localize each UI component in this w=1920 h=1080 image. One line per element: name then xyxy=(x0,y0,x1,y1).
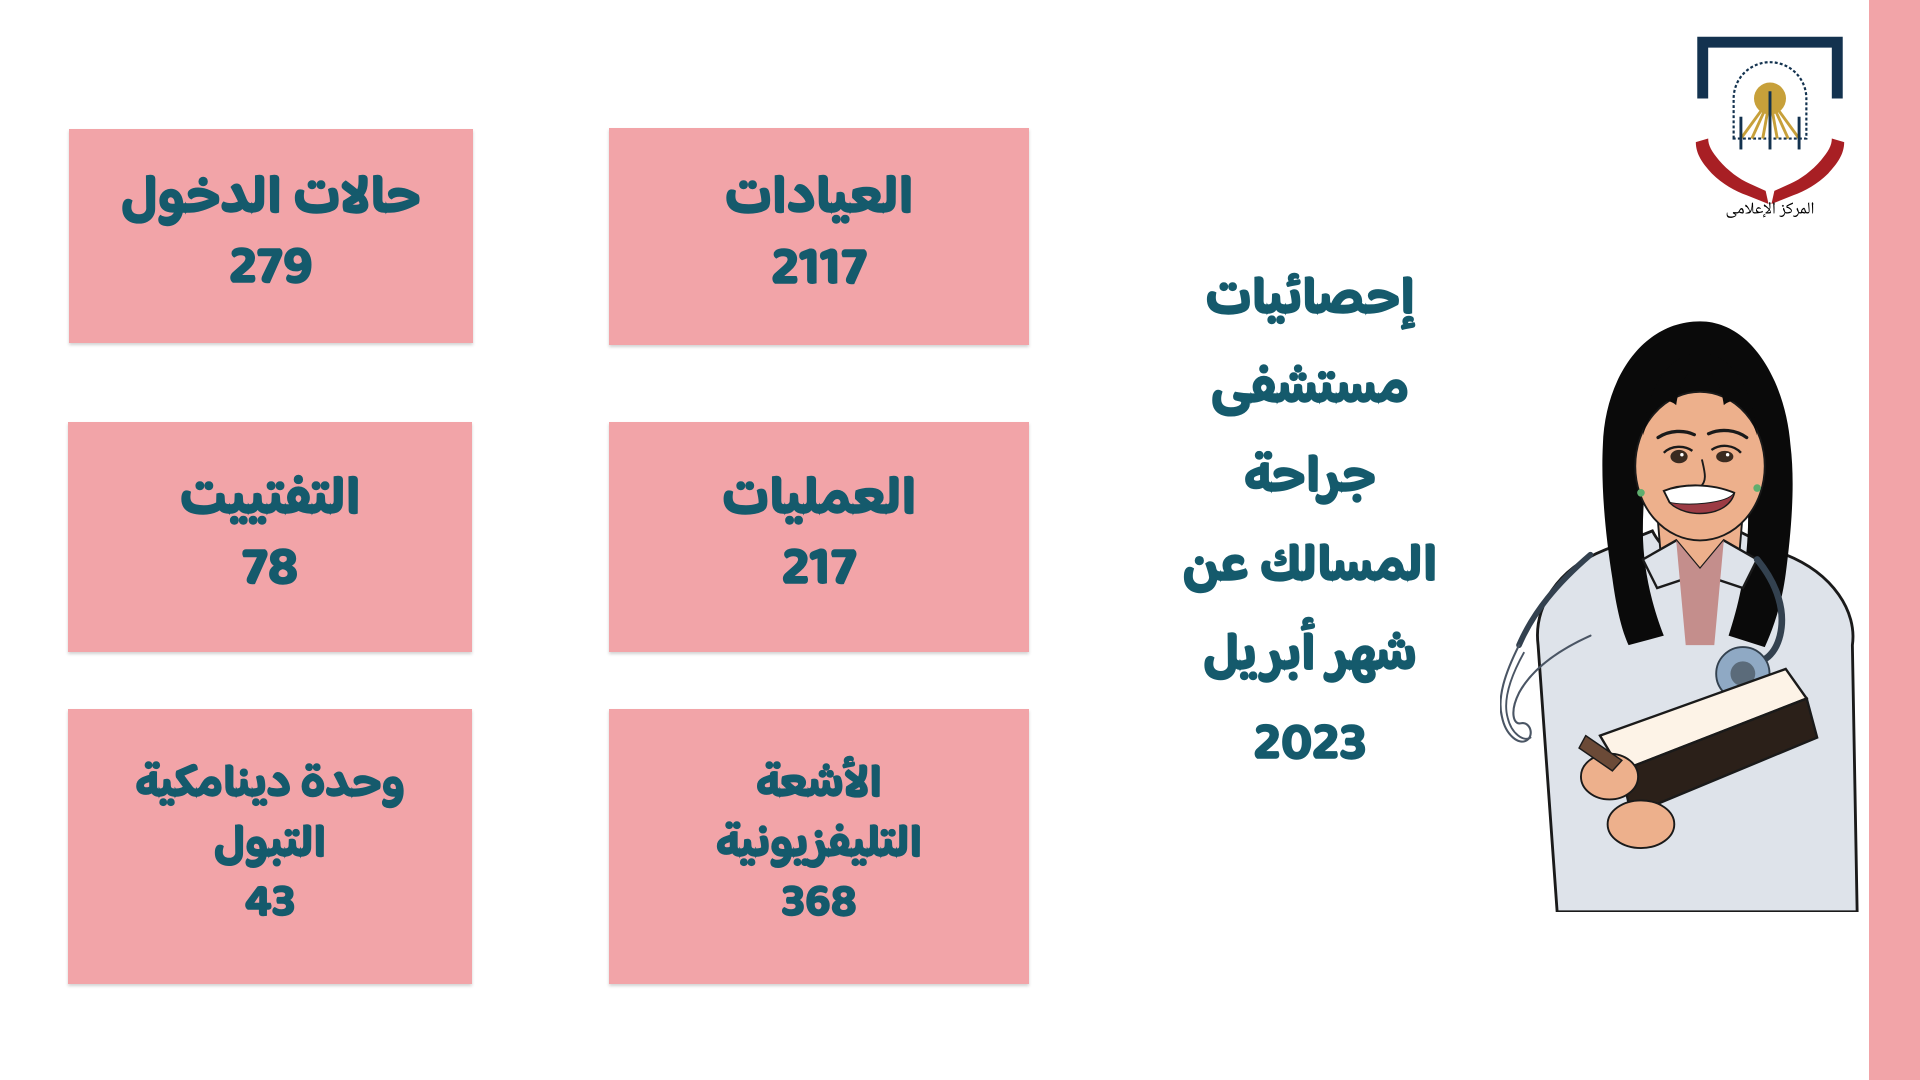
svg-text:المركز الإعلامى: المركز الإعلامى xyxy=(1726,195,1815,220)
